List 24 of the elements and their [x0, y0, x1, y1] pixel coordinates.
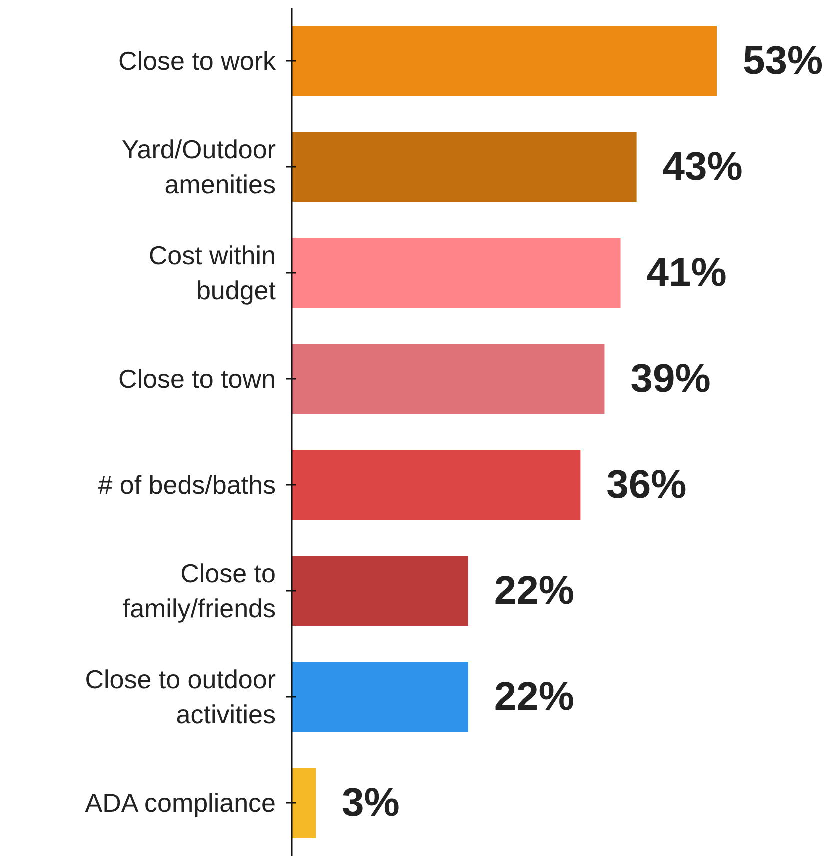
- data-label: 41%: [646, 251, 727, 295]
- data-label: 22%: [494, 675, 574, 719]
- y-tick-label: Close to work: [118, 46, 277, 76]
- y-tick-label: Close to town: [118, 364, 276, 394]
- bar: [292, 26, 717, 96]
- bar: [292, 768, 316, 838]
- data-label: 22%: [494, 569, 574, 613]
- bar: [292, 450, 581, 520]
- data-label: 3%: [342, 781, 400, 825]
- y-tick-label: Yard/Outdoor amenities: [122, 134, 276, 200]
- bar: [292, 344, 605, 414]
- bar: [292, 662, 468, 732]
- data-label: 53%: [743, 39, 824, 83]
- y-tick-label: Cost within budget: [148, 240, 277, 306]
- y-tick-label: Close to outdoor activities: [85, 664, 276, 730]
- y-tick-label: # of beds/baths: [98, 470, 276, 500]
- bar: [292, 238, 621, 308]
- y-tick-label: Close to family/friends: [122, 558, 276, 624]
- data-label: 36%: [606, 463, 687, 507]
- data-label: 43%: [662, 145, 743, 189]
- data-label: 39%: [630, 357, 711, 401]
- y-tick-label: ADA compliance: [85, 788, 276, 818]
- bar: [292, 556, 468, 626]
- bar: [292, 132, 637, 202]
